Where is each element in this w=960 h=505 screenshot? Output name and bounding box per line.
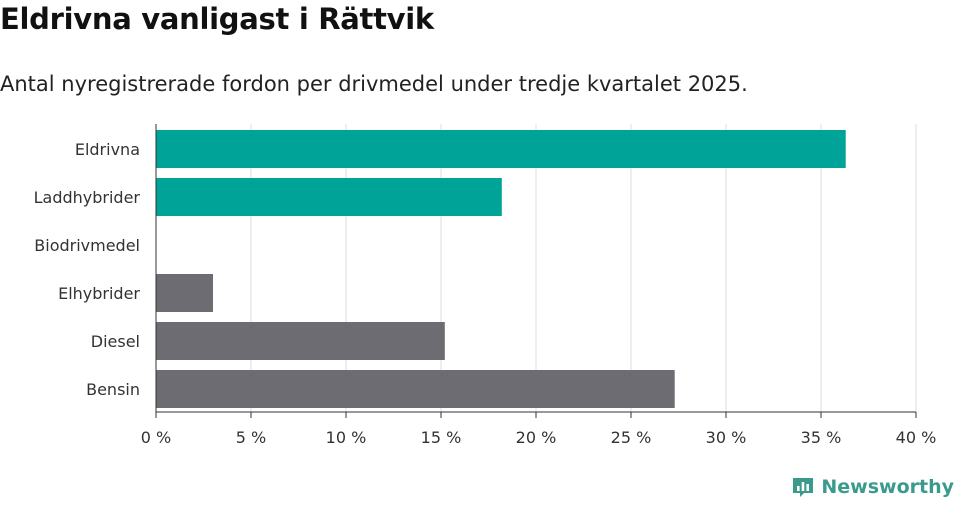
- x-axis: 0 % 5 % 10 % 15 % 20 % 25 % 30 % 35 % 40 %: [141, 124, 937, 447]
- x-tick-label: 15 %: [421, 428, 462, 447]
- chart-subtitle: Antal nyregistrerade fordon per drivmede…: [0, 72, 748, 96]
- bar-diesel: [156, 322, 445, 360]
- category-label-bensin: Bensin: [86, 380, 140, 399]
- brand-name: Newsworthy: [821, 476, 954, 498]
- x-tick-label: 10 %: [326, 428, 367, 447]
- category-label-elhybrider: Elhybrider: [58, 284, 140, 303]
- x-tick-label: 0 %: [141, 428, 171, 447]
- bar-eldrivna: [156, 130, 846, 168]
- x-tick-label: 30 %: [706, 428, 747, 447]
- x-tick-label: 25 %: [611, 428, 652, 447]
- category-label-laddhybrider: Laddhybrider: [34, 188, 141, 207]
- newsworthy-logo: Newsworthy: [791, 475, 954, 499]
- category-label-biodrivmedel: Biodrivmedel: [34, 236, 140, 255]
- x-tick-label: 5 %: [236, 428, 266, 447]
- category-labels: Eldrivna Laddhybrider Biodrivmedel Elhybrid…: [34, 140, 141, 399]
- x-tick-label: 20 %: [516, 428, 557, 447]
- category-label-diesel: Diesel: [91, 332, 140, 351]
- bar-elhybrider: [156, 274, 213, 312]
- x-tick-label: 40 %: [896, 428, 937, 447]
- bar-laddhybrider: [156, 178, 502, 216]
- category-label-eldrivna: Eldrivna: [75, 140, 140, 159]
- bar-bensin: [156, 370, 675, 408]
- bars: [156, 130, 846, 408]
- gridlines: [250, 124, 917, 412]
- x-tick-label: 35 %: [801, 428, 842, 447]
- bar-chart-logo-icon: [793, 478, 814, 497]
- chart-title: Eldrivna vanligast i Rättvik: [0, 2, 434, 36]
